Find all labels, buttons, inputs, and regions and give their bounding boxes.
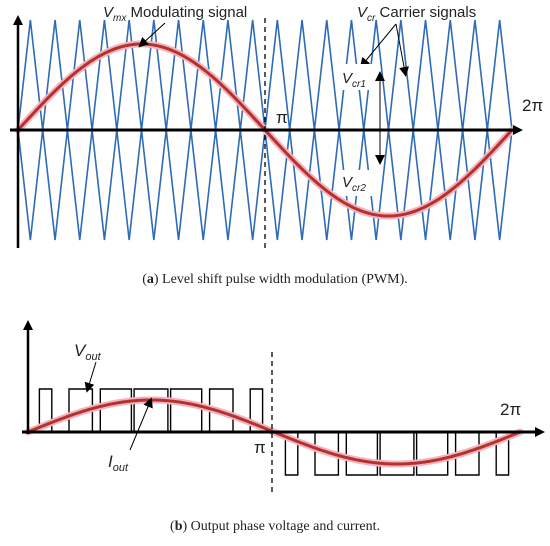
panel-b: π 2π Vout Iout (b) Output phase voltage … xyxy=(22,320,545,534)
iout-label: Iout xyxy=(108,452,129,474)
two-pi-label-b: 2π xyxy=(500,400,521,419)
iout-pointer xyxy=(129,397,153,451)
carrier-label-pointer-2 xyxy=(395,23,409,77)
modulating-signal-label: Vmx Modulating signal xyxy=(103,4,247,24)
modulating-label-pointer xyxy=(138,22,166,48)
caption-b: (b) Output phase voltage and current. xyxy=(170,519,380,534)
pi-label-a: π xyxy=(276,108,288,127)
panel-a: π 2π Vmx Modulating signal Vcr Carrier s… xyxy=(10,4,543,287)
vcr1-label-bg xyxy=(338,64,378,90)
vout-pointer xyxy=(84,361,97,393)
carrier-label-pointer-1 xyxy=(359,23,397,68)
pi-label-b: π xyxy=(254,438,266,457)
vcr1-label: Vcr1 xyxy=(342,70,366,90)
caption-a: (a) Level shift pulse width modulation (… xyxy=(142,272,408,287)
vcr2-label: Vcr2 xyxy=(342,174,366,194)
two-pi-label-a: 2π xyxy=(522,96,543,115)
carrier-signals-label: Vcr Carrier signals xyxy=(357,4,476,24)
vout-label: Vout xyxy=(74,341,102,363)
vcr2-label-bg xyxy=(338,170,378,196)
